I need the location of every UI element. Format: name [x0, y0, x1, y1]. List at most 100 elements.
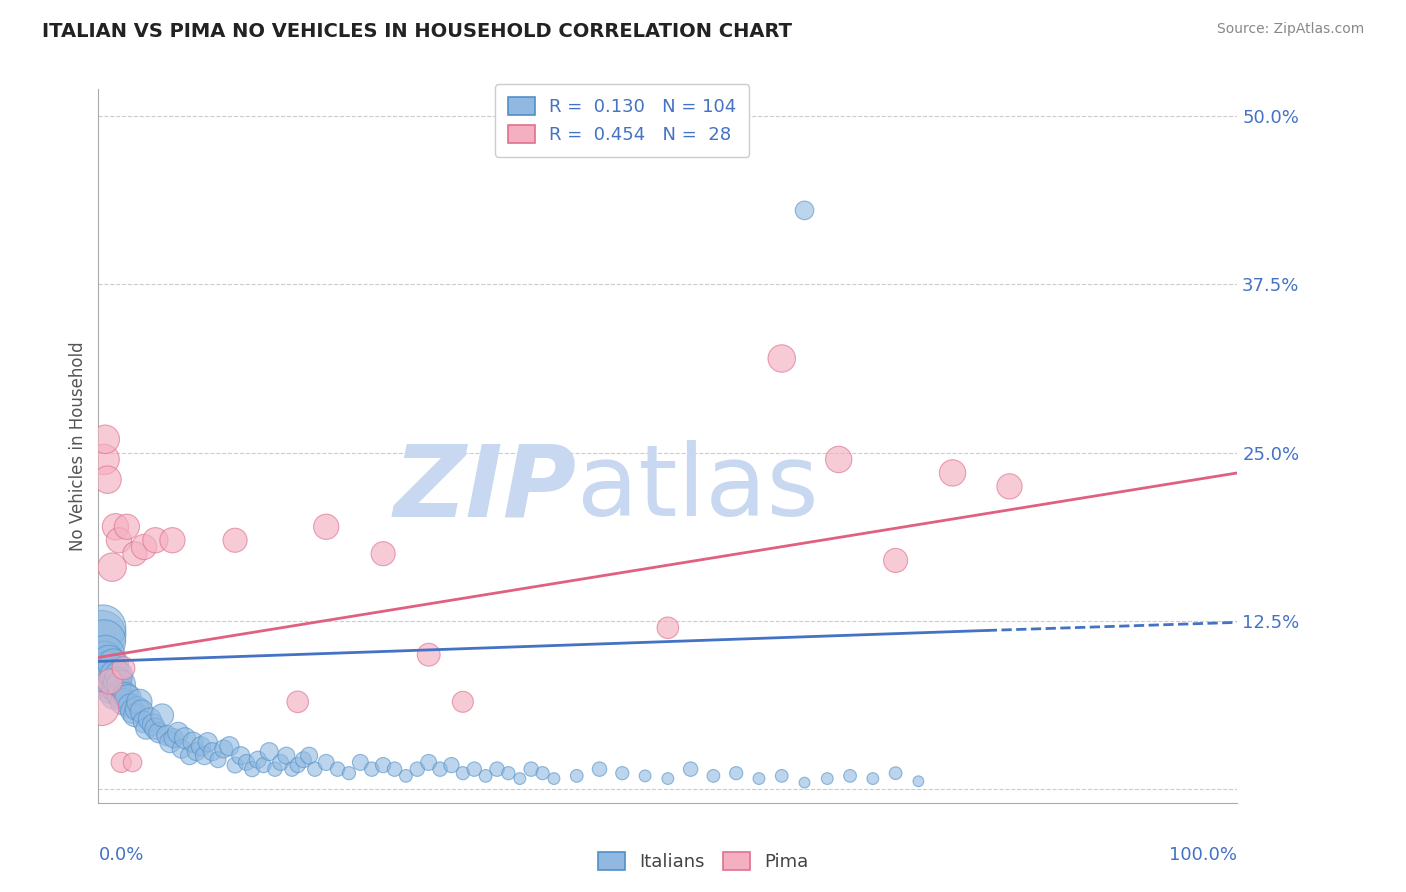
Point [212, 742, 235, 756]
Point [124, 547, 146, 561]
Point [96, 661, 118, 675]
Point [121, 704, 143, 718]
Point [190, 739, 212, 754]
Point [315, 520, 337, 534]
Point [287, 695, 309, 709]
Text: atlas: atlas [576, 441, 818, 537]
Point [93, 452, 115, 467]
Point [93, 655, 115, 669]
Point [815, 772, 838, 786]
Point [135, 722, 157, 736]
Point [162, 533, 184, 548]
Point [132, 540, 155, 554]
Point [418, 648, 440, 662]
Point [520, 762, 543, 776]
Point [793, 775, 815, 789]
Point [474, 769, 496, 783]
Point [170, 742, 193, 756]
Point [107, 674, 129, 689]
Point [326, 762, 349, 776]
Point [884, 553, 907, 567]
Point [201, 745, 224, 759]
Point [117, 690, 139, 705]
Point [440, 758, 463, 772]
Point [186, 745, 208, 759]
Point [384, 762, 406, 776]
Point [259, 745, 281, 759]
Point [418, 756, 440, 770]
Point [657, 621, 679, 635]
Point [240, 762, 263, 776]
Point [114, 688, 136, 702]
Point [97, 655, 120, 669]
Point [197, 735, 219, 749]
Point [148, 726, 170, 740]
Point [498, 766, 520, 780]
Point [128, 695, 150, 709]
Y-axis label: No Vehicles in Household: No Vehicles in Household [69, 341, 87, 551]
Text: 100.0%: 100.0% [1170, 846, 1237, 863]
Point [132, 714, 155, 729]
Point [235, 756, 257, 770]
Point [793, 203, 815, 218]
Point [287, 758, 309, 772]
Point [96, 668, 118, 682]
Point [181, 735, 204, 749]
Point [101, 560, 124, 574]
Point [304, 762, 326, 776]
Point [108, 668, 131, 682]
Point [531, 766, 554, 780]
Point [371, 758, 394, 772]
Point [298, 748, 321, 763]
Point [120, 698, 142, 713]
Point [281, 762, 304, 776]
Point [588, 762, 610, 776]
Point [229, 748, 252, 763]
Point [156, 729, 179, 743]
Point [406, 762, 429, 776]
Point [179, 748, 201, 763]
Point [110, 677, 132, 691]
Point [112, 695, 135, 709]
Point [770, 769, 793, 783]
Point [218, 739, 240, 754]
Point [90, 627, 112, 641]
Text: 0.0%: 0.0% [98, 846, 143, 863]
Point [679, 762, 702, 776]
Point [224, 533, 246, 548]
Point [108, 688, 131, 702]
Point [162, 731, 184, 746]
Point [224, 758, 246, 772]
Point [100, 681, 122, 696]
Point [884, 766, 907, 780]
Point [93, 634, 115, 648]
Point [543, 772, 565, 786]
Point [509, 772, 531, 786]
Point [451, 695, 474, 709]
Point [337, 766, 360, 780]
Point [91, 621, 114, 635]
Point [264, 762, 287, 776]
Point [292, 753, 315, 767]
Point [121, 756, 143, 770]
Legend: R =  0.130   N = 104, R =  0.454   N =  28: R = 0.130 N = 104, R = 0.454 N = 28 [495, 84, 749, 157]
Point [315, 756, 337, 770]
Point [96, 473, 118, 487]
Point [252, 758, 274, 772]
Point [115, 520, 138, 534]
Point [110, 756, 132, 770]
Point [270, 756, 292, 770]
Point [127, 701, 149, 715]
Point [94, 648, 117, 662]
Point [142, 717, 165, 731]
Point [101, 664, 124, 678]
Point [839, 769, 862, 783]
Legend: Italians, Pima: Italians, Pima [591, 845, 815, 879]
Point [193, 748, 215, 763]
Point [145, 722, 167, 736]
Point [942, 466, 965, 480]
Point [138, 712, 160, 726]
Point [395, 769, 418, 783]
Point [371, 547, 394, 561]
Point [770, 351, 793, 366]
